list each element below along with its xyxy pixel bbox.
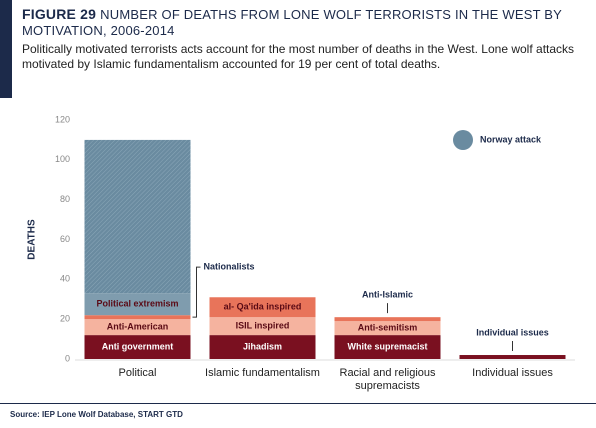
bar-segment	[84, 335, 191, 359]
segment-label: Anti-American	[107, 322, 169, 332]
bar-segment	[84, 293, 191, 316]
bar-segment	[209, 317, 316, 336]
x-tick-label: Individual issues	[472, 367, 553, 379]
segment-label: Anti-Islamic	[362, 290, 413, 300]
y-axis-label: DEATHS	[27, 219, 38, 260]
segment-label: Jihadism	[243, 341, 282, 351]
y-tick-label: 120	[55, 114, 70, 124]
leader-line	[192, 266, 201, 318]
bar-segment	[84, 139, 191, 294]
bar-segment	[334, 335, 441, 359]
bar-segment	[459, 355, 566, 359]
divider	[0, 403, 596, 404]
bar-segment	[334, 317, 441, 322]
segment-label: Political extremism	[96, 299, 178, 309]
bar-segment	[84, 319, 191, 336]
subtitle: Politically motivated terrorists acts ac…	[22, 42, 575, 71]
figure-label: FIGURE 29	[22, 6, 97, 22]
segment-label: Anti government	[102, 341, 174, 351]
chart-title: NUMBER OF DEATHS FROM LONE WOLF TERRORIS…	[22, 7, 562, 38]
y-tick-label: 40	[60, 274, 70, 284]
x-tick-label: Islamic fundamentalism	[205, 367, 320, 379]
segment-label: al- Qa'ida inspired	[224, 302, 302, 312]
y-tick-label: 20	[60, 314, 70, 324]
bar-segment	[334, 321, 441, 336]
y-tick-label: 100	[55, 154, 70, 164]
x-tick-label: Political	[118, 367, 157, 379]
segment-label: Anti-semitism	[358, 323, 418, 333]
bar-segment	[84, 315, 191, 320]
bar-segment	[209, 335, 316, 359]
legend-marker	[453, 130, 473, 150]
legend-label: Norway attack	[480, 134, 542, 144]
y-tick-label: 60	[60, 234, 70, 244]
segment-label: White supremacist	[347, 341, 427, 351]
accent-bar	[0, 0, 12, 98]
segment-label: ISIL inspired	[236, 321, 290, 331]
source: Source: IEP Lone Wolf Database, START GT…	[10, 410, 183, 419]
y-tick-label: 80	[60, 194, 70, 204]
segment-label: Individual issues	[476, 327, 549, 337]
y-tick-label: 0	[65, 353, 70, 363]
x-tick-label: Racial and religious supremacists	[339, 367, 436, 392]
header: FIGURE 29 NUMBER OF DEATHS FROM LONE WOLF…	[22, 6, 587, 72]
title-block: FIGURE 29 NUMBER OF DEATHS FROM LONE WOLF…	[22, 6, 587, 39]
bar-segment	[209, 297, 316, 318]
segment-label: Nationalists	[204, 262, 255, 272]
